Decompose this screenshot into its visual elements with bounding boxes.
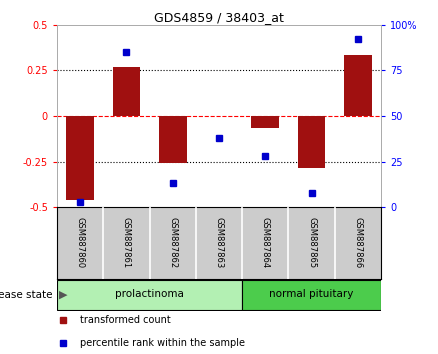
Text: transformed count: transformed count	[80, 315, 170, 325]
Bar	[242, 280, 381, 310]
Bar	[66, 116, 94, 200]
Text: GSM887862: GSM887862	[168, 217, 177, 269]
Bar	[344, 55, 372, 116]
Bar	[113, 67, 140, 116]
Text: GSM887866: GSM887866	[353, 217, 362, 269]
Bar	[159, 116, 187, 164]
Title: GDS4859 / 38403_at: GDS4859 / 38403_at	[154, 11, 284, 24]
Text: GSM887860: GSM887860	[76, 217, 85, 269]
Text: ▶: ▶	[59, 290, 67, 300]
Text: disease state: disease state	[0, 290, 53, 300]
Text: percentile rank within the sample: percentile rank within the sample	[80, 338, 245, 348]
Text: GSM887865: GSM887865	[307, 217, 316, 269]
Text: GSM887861: GSM887861	[122, 217, 131, 269]
Bar	[251, 116, 279, 128]
Text: GSM887863: GSM887863	[215, 217, 223, 269]
Bar	[298, 116, 325, 168]
Text: prolactinoma: prolactinoma	[115, 290, 184, 299]
Text: normal pituitary: normal pituitary	[269, 290, 354, 299]
Text: GSM887864: GSM887864	[261, 217, 270, 269]
Bar	[57, 280, 242, 310]
